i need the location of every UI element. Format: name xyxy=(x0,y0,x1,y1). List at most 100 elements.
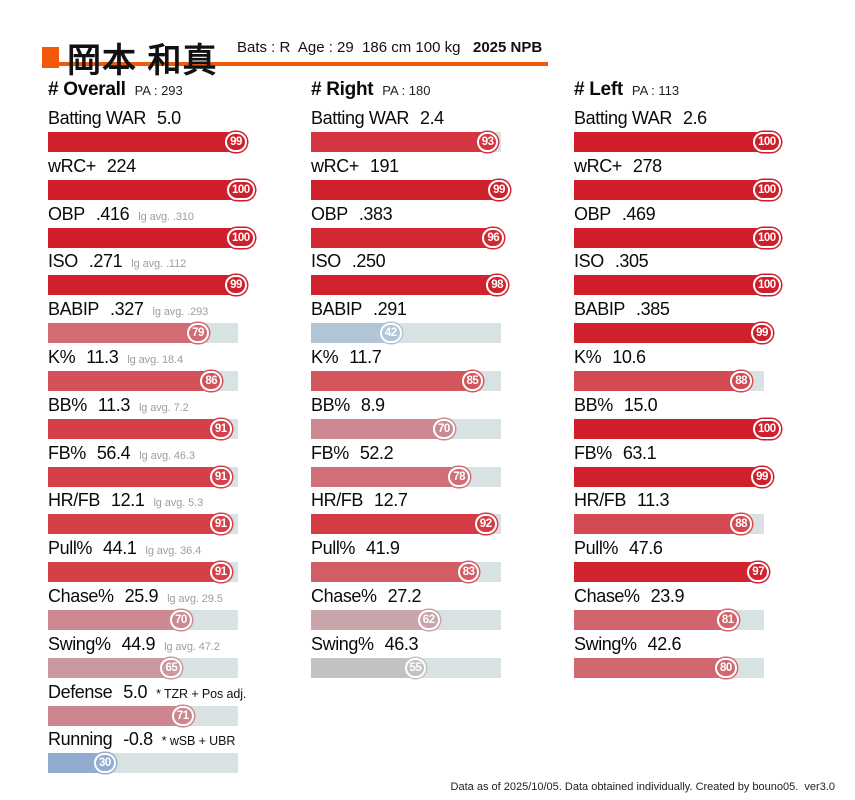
stat-row: Chase% 23.9 81 xyxy=(574,584,786,632)
stat-column: # Overall PA : 293 Batting WAR 5.0 99 wRC+ 224… xyxy=(48,79,260,775)
stat-bar-fill xyxy=(48,179,238,200)
percentile-badge: 65 xyxy=(160,657,183,678)
stat-label-row: Pull% 41.9 xyxy=(311,536,523,561)
percentile-badge: 91 xyxy=(209,514,232,535)
stat-bar-fill xyxy=(311,275,498,296)
stat-name: OBP xyxy=(574,203,611,224)
stat-label-row: BB% 8.9 xyxy=(311,393,523,418)
stat-value: 224 xyxy=(106,155,136,176)
stat-bar-fill xyxy=(311,418,444,439)
stat-bar-fill xyxy=(311,323,391,344)
stat-row: Swing% 42.6 80 xyxy=(574,632,786,680)
stat-value: 10.6 xyxy=(612,346,646,367)
stat-label-row: FB% 56.4 lg avg. 46.3 xyxy=(48,441,260,466)
stat-bar: 70 xyxy=(311,418,501,439)
stat-bar-fill xyxy=(48,562,221,583)
percentile-badge: 100 xyxy=(753,418,781,439)
stat-bar-fill xyxy=(311,562,469,583)
stat-bar-fill xyxy=(48,753,105,774)
stat-row: BABIP .327 lg avg. .293 79 xyxy=(48,297,260,345)
stat-bar: 80 xyxy=(574,657,764,678)
percentile-badge: 100 xyxy=(753,132,781,152)
stat-value: .250 xyxy=(351,251,386,272)
percentile-badge: 99 xyxy=(488,179,510,200)
percentile-badge: 100 xyxy=(753,179,781,200)
stat-value: .469 xyxy=(621,203,656,224)
stat-value: .383 xyxy=(358,203,393,224)
stat-label-row: Swing% 42.6 xyxy=(574,632,786,657)
stat-bar-fill xyxy=(574,275,764,296)
stat-row: OBP .469 100 xyxy=(574,202,786,250)
season-label: 2025 NPB xyxy=(473,39,543,56)
stat-row: BABIP .385 99 xyxy=(574,297,786,345)
percentile-badge: 55 xyxy=(404,657,427,678)
stat-bar: 91 xyxy=(48,418,238,439)
stat-row: wRC+ 191 99 xyxy=(311,154,523,202)
stat-name: BABIP xyxy=(48,299,100,320)
percentile-badge: 91 xyxy=(209,418,232,439)
stat-value: 5.0 xyxy=(156,108,181,128)
percentile-badge: 99 xyxy=(225,132,247,152)
percentile-badge: 62 xyxy=(417,609,440,630)
percentile-badge: 79 xyxy=(187,323,209,344)
accent-underline xyxy=(42,62,548,66)
player-bio: Bats : R Age : 29 186 cm 100 kg xyxy=(237,39,461,56)
stat-row: ISO .250 98 xyxy=(311,249,523,297)
stat-row: HR/FB 11.3 88 xyxy=(574,488,786,536)
stat-value: 25.9 xyxy=(124,585,159,606)
stat-row: BB% 11.3 lg avg. 7.2 91 xyxy=(48,393,260,441)
stat-bar-fill xyxy=(48,275,237,296)
stat-row: FB% 52.2 78 xyxy=(311,441,523,489)
stat-bar-fill xyxy=(48,132,237,152)
column-header: # Left PA : 113 xyxy=(574,79,786,100)
stat-value: .291 xyxy=(373,299,407,320)
stat-value: 191 xyxy=(369,155,399,176)
percentile-badge: 100 xyxy=(227,179,255,200)
stat-bar: 62 xyxy=(311,609,501,630)
percentile-badge: 83 xyxy=(457,562,480,583)
stat-bar: 100 xyxy=(574,275,781,296)
stat-label-row: Swing% 44.9 lg avg. 47.2 xyxy=(48,632,260,657)
stat-label-row: BABIP .291 xyxy=(311,297,523,322)
stat-label-row: HR/FB 11.3 xyxy=(574,488,786,513)
stat-bar-fill xyxy=(48,227,238,248)
stat-label-row: ISO .250 xyxy=(311,249,523,274)
stat-label-row: OBP .469 xyxy=(574,202,786,227)
stat-bar: 85 xyxy=(311,370,501,391)
stat-bar: 42 xyxy=(311,323,501,344)
stat-label-row: Running -0.8 * wSB + UBR xyxy=(48,727,260,752)
stat-row: Defense 5.0 * TZR + Pos adj. 71 xyxy=(48,680,260,728)
stat-bar-fill xyxy=(48,418,221,439)
stat-row: FB% 63.1 99 xyxy=(574,441,786,489)
stat-value: 5.0 xyxy=(123,681,148,702)
stat-value: 11.7 xyxy=(349,346,382,367)
stat-note: lg avg. 29.5 xyxy=(167,592,223,605)
percentile-badge: 70 xyxy=(170,609,192,630)
stat-bar-fill xyxy=(574,227,764,248)
stat-note: lg avg. .293 xyxy=(152,306,209,319)
stat-value: 23.9 xyxy=(650,585,685,606)
stat-row: Chase% 25.9 lg avg. 29.5 70 xyxy=(48,584,260,632)
stat-bar: 92 xyxy=(311,514,501,535)
stat-bar-fill xyxy=(48,657,172,678)
stat-bar-fill xyxy=(311,179,500,200)
stat-note: lg avg. .310 xyxy=(138,210,194,223)
stat-bar: 79 xyxy=(48,323,238,344)
stat-label-row: Defense 5.0 * TZR + Pos adj. xyxy=(48,680,260,705)
stat-value: 27.2 xyxy=(387,585,422,606)
stat-name: ISO xyxy=(48,251,78,272)
stat-bar: 83 xyxy=(311,562,501,583)
stat-row: K% 11.7 85 xyxy=(311,345,523,393)
stat-name: Swing% xyxy=(48,633,111,654)
stat-bar-fill xyxy=(574,323,763,344)
stat-name: Batting WAR xyxy=(311,108,409,128)
stat-row: HR/FB 12.7 92 xyxy=(311,488,523,536)
percentile-badge: 98 xyxy=(486,275,508,296)
stat-value: .305 xyxy=(614,251,649,272)
stat-row: Batting WAR 2.6 100 xyxy=(574,106,786,154)
stat-value: 56.4 xyxy=(96,442,131,463)
column-header: # Overall PA : 293 xyxy=(48,79,260,100)
percentile-badge: 42 xyxy=(379,323,402,344)
stat-row: BB% 8.9 70 xyxy=(311,393,523,441)
